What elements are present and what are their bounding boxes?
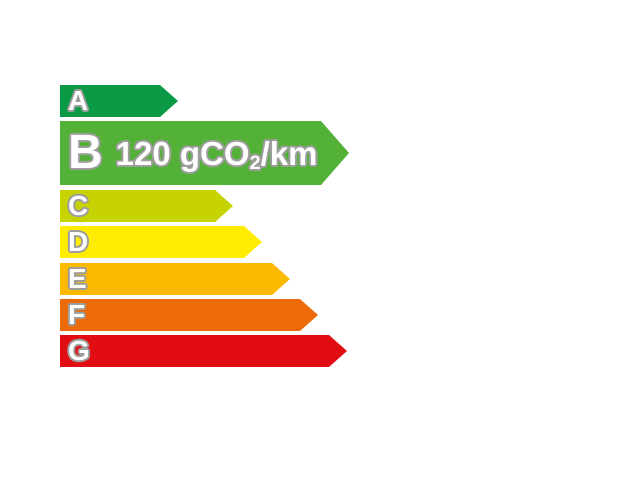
co2-value-main: 120 gCO — [115, 134, 250, 172]
grade-letter-c: C — [68, 190, 89, 221]
grade-arrow-c: C — [60, 190, 233, 222]
co2-value-suffix: /km — [260, 134, 318, 172]
grade-arrow-f: F — [60, 299, 318, 331]
grade-arrow-e: E — [60, 263, 290, 295]
grade-arrow-g: G — [60, 335, 347, 367]
grade-letter-f: F — [68, 299, 86, 330]
grade-arrow-b-selected: B 120 gCO2/km — [60, 121, 349, 185]
grade-letter-g: G — [68, 335, 90, 366]
grade-letter-d: D — [68, 226, 89, 257]
grade-arrow-d: D — [60, 226, 262, 258]
co2-value: 120 gCO2/km — [115, 134, 318, 174]
grade-arrow-a: A — [60, 85, 178, 117]
grade-letter-a: A — [68, 85, 89, 116]
co2-efficiency-label: A B 120 gCO2/km C D E F G — [60, 85, 390, 367]
grade-letter-b: B — [68, 126, 103, 179]
co2-value-subscript: 2 — [249, 152, 261, 175]
grade-letter-e: E — [68, 263, 87, 294]
